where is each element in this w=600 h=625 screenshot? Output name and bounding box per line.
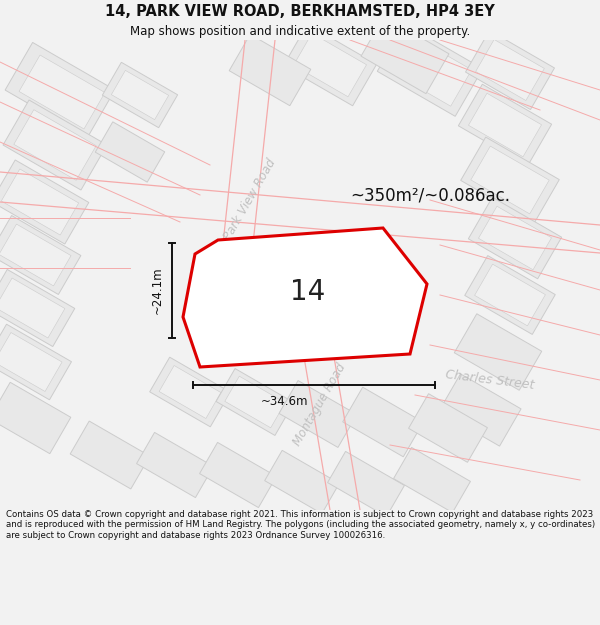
- Polygon shape: [469, 93, 542, 157]
- Polygon shape: [466, 31, 554, 109]
- Polygon shape: [293, 33, 367, 97]
- Polygon shape: [279, 381, 357, 448]
- Polygon shape: [14, 109, 96, 181]
- Polygon shape: [394, 448, 470, 512]
- Polygon shape: [225, 376, 285, 428]
- Polygon shape: [454, 314, 542, 390]
- Polygon shape: [95, 122, 165, 182]
- Text: 14: 14: [290, 278, 326, 306]
- Polygon shape: [0, 269, 75, 346]
- Polygon shape: [229, 34, 311, 106]
- Polygon shape: [200, 442, 277, 508]
- Polygon shape: [471, 146, 549, 214]
- Polygon shape: [0, 324, 71, 400]
- Polygon shape: [328, 451, 404, 517]
- Polygon shape: [137, 432, 214, 498]
- Polygon shape: [159, 366, 221, 419]
- Text: Park View Road: Park View Road: [221, 157, 278, 243]
- Polygon shape: [70, 421, 150, 489]
- Polygon shape: [409, 394, 487, 462]
- Polygon shape: [343, 387, 424, 457]
- Text: ~34.6m: ~34.6m: [260, 395, 308, 408]
- Text: Charles Street: Charles Street: [445, 368, 535, 392]
- Polygon shape: [377, 24, 483, 116]
- Polygon shape: [0, 216, 81, 294]
- Polygon shape: [283, 24, 377, 106]
- Polygon shape: [439, 374, 521, 446]
- Polygon shape: [265, 451, 340, 514]
- Polygon shape: [361, 16, 449, 94]
- Polygon shape: [0, 160, 89, 244]
- Polygon shape: [1, 169, 79, 235]
- Polygon shape: [478, 206, 551, 270]
- Text: ~350m²/~0.086ac.: ~350m²/~0.086ac.: [350, 186, 510, 204]
- Polygon shape: [103, 62, 178, 127]
- Polygon shape: [465, 256, 555, 334]
- Polygon shape: [149, 357, 230, 427]
- Polygon shape: [469, 198, 562, 279]
- Text: Map shows position and indicative extent of the property.: Map shows position and indicative extent…: [130, 25, 470, 38]
- Polygon shape: [0, 332, 62, 391]
- Polygon shape: [476, 39, 544, 101]
- Polygon shape: [475, 264, 545, 326]
- Polygon shape: [5, 42, 115, 138]
- Text: Montague Road: Montague Road: [291, 361, 349, 449]
- Text: Contains OS data © Crown copyright and database right 2021. This information is : Contains OS data © Crown copyright and d…: [6, 510, 595, 540]
- Polygon shape: [216, 369, 294, 436]
- Polygon shape: [112, 71, 169, 119]
- Text: Charles Street: Charles Street: [205, 296, 290, 319]
- Polygon shape: [0, 382, 71, 454]
- Polygon shape: [183, 228, 427, 367]
- Text: ~24.1m: ~24.1m: [151, 267, 164, 314]
- Polygon shape: [388, 34, 472, 106]
- Polygon shape: [19, 55, 105, 129]
- Polygon shape: [461, 137, 559, 223]
- Polygon shape: [458, 84, 551, 166]
- Polygon shape: [0, 224, 71, 286]
- Polygon shape: [0, 278, 65, 338]
- Polygon shape: [3, 100, 107, 190]
- Text: 14, PARK VIEW ROAD, BERKHAMSTED, HP4 3EY: 14, PARK VIEW ROAD, BERKHAMSTED, HP4 3EY: [105, 4, 495, 19]
